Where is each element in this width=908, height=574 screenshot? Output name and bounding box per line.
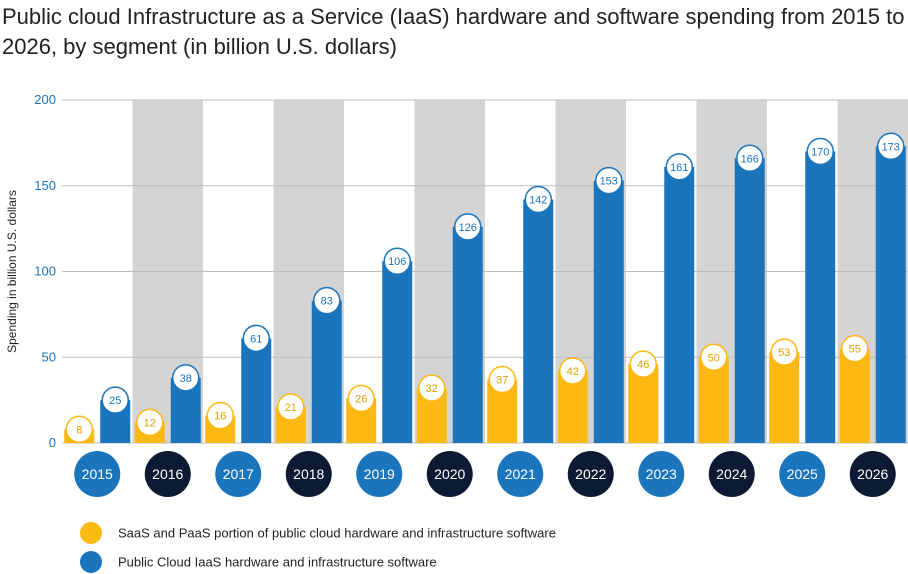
data-label-saas-paas: 46 bbox=[637, 359, 649, 371]
x-tick-circle bbox=[567, 451, 614, 497]
data-label-bubble bbox=[665, 153, 693, 181]
bar-iaas bbox=[452, 226, 483, 443]
y-tick-label: 200 bbox=[34, 92, 56, 107]
data-label-iaas: 153 bbox=[600, 176, 618, 188]
data-label-iaas: 61 bbox=[250, 333, 262, 345]
bar-saas-paas bbox=[769, 352, 800, 443]
data-label-iaas: 25 bbox=[109, 395, 121, 407]
data-label-saas-paas: 32 bbox=[426, 383, 438, 395]
bar-iaas bbox=[593, 180, 624, 444]
data-label-bubble bbox=[101, 386, 129, 414]
y-tick-label: 0 bbox=[49, 435, 56, 450]
x-tick-label: 2019 bbox=[364, 466, 395, 482]
data-label-bubble bbox=[172, 364, 200, 392]
x-tick-label: 2021 bbox=[505, 466, 536, 482]
data-label-bubble bbox=[418, 374, 446, 402]
bar-iaas bbox=[805, 151, 836, 443]
data-label-bubble bbox=[700, 343, 728, 371]
data-label-saas-paas: 12 bbox=[144, 417, 156, 429]
data-label-iaas: 126 bbox=[459, 222, 477, 234]
data-label-iaas: 83 bbox=[321, 296, 333, 308]
data-label-bubble bbox=[454, 213, 482, 241]
x-tick-circle bbox=[708, 451, 755, 497]
data-label-bubble bbox=[736, 144, 764, 173]
bar-iaas bbox=[382, 261, 413, 443]
data-label-iaas: 142 bbox=[529, 194, 547, 206]
y-axis-label: Spending in billion U.S. dollars bbox=[5, 190, 19, 353]
legend-label-saas-paas: SaaS and PaaS portion of public cloud ha… bbox=[118, 525, 556, 541]
data-label-saas-paas: 26 bbox=[355, 393, 367, 405]
x-tick-label: 2020 bbox=[434, 466, 465, 482]
x-tick-label: 2015 bbox=[82, 466, 113, 482]
legend-label-iaas: Public Cloud IaaS hardware and infrastru… bbox=[118, 554, 437, 570]
x-tick-circle bbox=[779, 451, 826, 497]
x-tick-circle bbox=[215, 451, 262, 497]
data-label-bubble bbox=[65, 415, 93, 444]
bar-iaas bbox=[875, 146, 906, 443]
data-label-saas-paas: 55 bbox=[849, 344, 861, 356]
data-label-bubble bbox=[242, 324, 270, 353]
x-tick-circle bbox=[849, 451, 896, 497]
x-tick-circle bbox=[426, 451, 473, 497]
x-tick-circle bbox=[356, 451, 403, 497]
data-label-bubble bbox=[524, 185, 552, 214]
x-tick-circle bbox=[497, 451, 544, 497]
data-label-saas-paas: 50 bbox=[708, 352, 720, 364]
data-label-iaas: 106 bbox=[388, 256, 406, 268]
y-tick-label: 50 bbox=[42, 349, 56, 364]
data-label-bubble bbox=[383, 247, 411, 275]
bar-iaas bbox=[664, 166, 695, 443]
data-label-saas-paas: 42 bbox=[567, 366, 579, 378]
data-label-bubble bbox=[136, 408, 164, 437]
bar-iaas bbox=[311, 300, 342, 443]
data-label-bubble bbox=[806, 137, 834, 166]
bar-iaas bbox=[734, 158, 765, 443]
chart-title: Public cloud Infrastructure as a Service… bbox=[2, 4, 905, 59]
legend-item-iaas: Public Cloud IaaS hardware and infrastru… bbox=[80, 551, 437, 573]
x-tick-label: 2022 bbox=[575, 466, 606, 482]
data-label-iaas: 166 bbox=[741, 153, 759, 165]
x-tick-label: 2018 bbox=[293, 466, 324, 482]
bar-saas-paas bbox=[839, 348, 870, 443]
bar-iaas bbox=[523, 199, 554, 443]
data-label-iaas: 170 bbox=[811, 146, 829, 158]
y-tick-label: 100 bbox=[34, 264, 56, 279]
data-label-bubble bbox=[347, 384, 375, 413]
x-tick-circle bbox=[285, 451, 332, 497]
legend-item-saas-paas: SaaS and PaaS portion of public cloud ha… bbox=[80, 522, 556, 544]
data-label-iaas: 173 bbox=[882, 141, 900, 153]
data-label-bubble bbox=[629, 350, 657, 378]
data-label-iaas: 38 bbox=[180, 373, 192, 385]
legend-swatch-saas-paas bbox=[80, 522, 102, 544]
data-label-bubble bbox=[488, 365, 516, 394]
x-tick-label: 2026 bbox=[857, 466, 888, 482]
x-tick-label: 2023 bbox=[646, 466, 677, 482]
data-label-saas-paas: 37 bbox=[496, 375, 508, 387]
data-label-bubble bbox=[559, 357, 587, 385]
x-tick-circle bbox=[74, 451, 121, 497]
x-tick-label: 2025 bbox=[787, 466, 818, 482]
bar-saas-paas bbox=[698, 357, 729, 443]
data-label-bubble bbox=[877, 132, 905, 161]
x-tick-label: 2017 bbox=[223, 466, 254, 482]
data-label-saas-paas: 8 bbox=[76, 424, 82, 436]
y-tick-label: 150 bbox=[34, 178, 56, 193]
data-label-saas-paas: 21 bbox=[285, 402, 297, 414]
bar-iaas bbox=[241, 338, 272, 443]
data-label-iaas: 161 bbox=[670, 162, 688, 174]
x-tick-circle bbox=[144, 451, 191, 497]
x-tick-label: 2024 bbox=[716, 466, 747, 482]
x-tick-label: 2016 bbox=[152, 466, 183, 482]
legend-swatch-iaas bbox=[80, 551, 102, 573]
data-label-saas-paas: 16 bbox=[214, 411, 226, 423]
data-label-bubble bbox=[313, 286, 341, 315]
data-label-bubble bbox=[770, 338, 798, 366]
data-label-bubble bbox=[841, 334, 869, 363]
x-tick-circle bbox=[638, 451, 685, 497]
data-label-bubble bbox=[595, 166, 623, 195]
data-label-bubble bbox=[206, 401, 234, 430]
data-label-bubble bbox=[277, 393, 305, 421]
data-label-saas-paas: 53 bbox=[778, 347, 790, 359]
